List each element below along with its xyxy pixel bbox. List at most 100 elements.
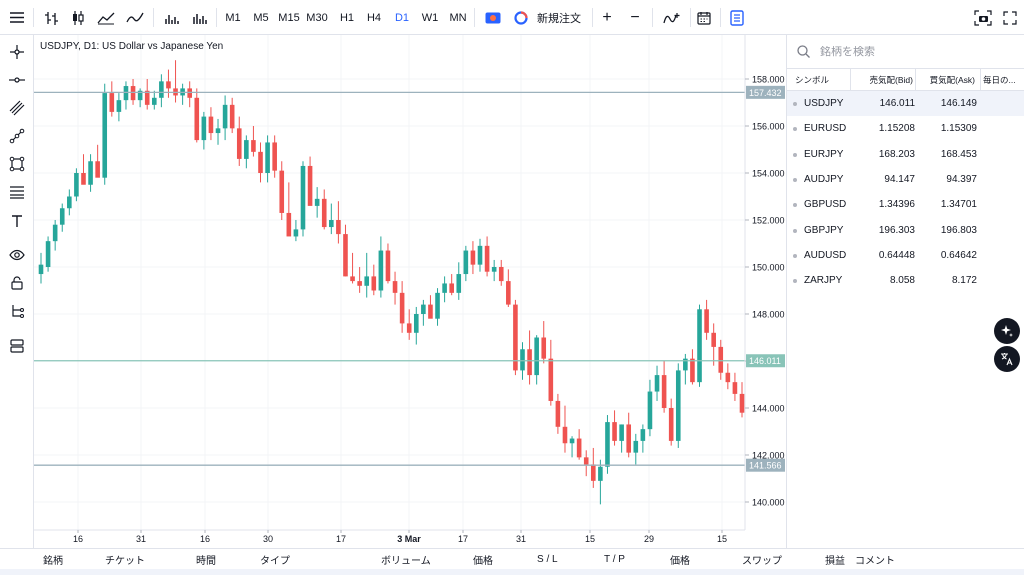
trade-column-header[interactable]: 時間 [196, 555, 216, 567]
trade-column-header[interactable]: 損益 [825, 555, 845, 567]
ai-assistant-button[interactable] [994, 318, 1020, 344]
new-order-icon [514, 10, 528, 25]
search-input[interactable] [820, 45, 1000, 58]
text-tool-icon[interactable] [0, 209, 34, 233]
status-dot-icon [793, 177, 797, 182]
trade-column-header[interactable]: ボリューム [381, 555, 431, 567]
lock-icon[interactable] [0, 271, 34, 295]
line-chart-type-icon[interactable] [123, 0, 147, 35]
timeframe-m30-button[interactable]: M30 [306, 11, 328, 24]
trade-panel: 銘柄 チケット 時間 タイプ ボリューム 価格 S / L T / P 価格 スワップ 損益 コメント [0, 548, 1024, 575]
fullscreen-icon[interactable] [1000, 0, 1020, 35]
date-axis-label: 17 [336, 534, 346, 544]
price-axis-label: 144.000 [752, 404, 785, 414]
watchlist-header: シンボル 売気配(Bid) 買気配(Ask) 毎日の... [787, 69, 1024, 91]
watchlist-row-usdjpy[interactable]: USDJPY 146.011 146.149 [787, 91, 1024, 116]
price-axis-label: 158.000 [752, 75, 785, 85]
status-dot-icon [793, 228, 797, 233]
symbol-name: USDJPY [804, 98, 844, 109]
bid-price: 1.15208 [878, 123, 915, 135]
new-order-button[interactable]: 新規注文 [514, 0, 594, 35]
symbol-name: GBPUSD [804, 199, 847, 211]
watchlist-row-zarjpy[interactable]: ZARJPY 8.058 8.172 [787, 268, 1024, 293]
status-dot-icon [793, 152, 797, 157]
trade-column-header[interactable]: S / L [537, 553, 558, 565]
watchlist-column-header[interactable]: 売気配(Bid) [869, 75, 913, 85]
candlestick-chart-type-icon[interactable] [66, 0, 90, 35]
trade-column-header[interactable]: T / P [604, 553, 625, 565]
date-axis-label: 15 [717, 534, 727, 544]
watchlist-row-eurusd[interactable]: EURUSD 1.15208 1.15309 [787, 116, 1024, 141]
watchlist-row-audusd[interactable]: AUDUSD 0.64448 0.64642 [787, 243, 1024, 268]
symbol-search[interactable] [787, 35, 1024, 69]
new-order-label: 新規注文 [537, 12, 581, 25]
translate-button[interactable] [994, 346, 1020, 372]
volume-icon[interactable] [160, 0, 184, 35]
price-chart[interactable]: 158.000 156.000 154.000 152.000 150.000 148.0… [34, 35, 786, 548]
date-axis-label: 15 [585, 534, 595, 544]
trade-column-header[interactable]: チケット [105, 555, 145, 567]
watchlist-column-header[interactable]: 買気配(Ask) [929, 75, 975, 85]
parallel-channel-icon[interactable] [0, 96, 34, 120]
price-axis-label: 152.000 [752, 216, 785, 226]
symbol-name: GBPJPY [804, 224, 844, 236]
indicator-add-icon[interactable] [660, 0, 684, 35]
screenshot-icon[interactable] [972, 0, 994, 35]
symbol-name: EURJPY [804, 148, 844, 160]
eye-icon[interactable] [0, 243, 34, 267]
zoom-in-button[interactable]: + [602, 8, 612, 26]
trade-column-header[interactable]: タイプ [260, 555, 290, 567]
trade-panel-body [0, 569, 1024, 575]
trend-line-icon[interactable] [0, 124, 34, 148]
status-dot-icon [793, 279, 797, 284]
menu-icon[interactable] [6, 0, 28, 35]
area-chart-type-icon[interactable] [94, 0, 118, 35]
watchlist-row-gbpusd[interactable]: GBPUSD 1.34396 1.34701 [787, 192, 1024, 217]
watchlist-toggle-icon[interactable] [726, 0, 748, 35]
price-line-label: 141.566 [749, 461, 782, 471]
watchlist-column-header[interactable]: シンボル [795, 75, 830, 85]
one-click-trading-icon[interactable] [483, 0, 503, 35]
trade-column-header[interactable]: コメント [855, 555, 895, 567]
bar-chart-type-icon[interactable] [40, 0, 64, 35]
fibonacci-icon[interactable] [0, 180, 34, 204]
status-dot-icon [793, 253, 797, 258]
timeframe-m1-button[interactable]: M1 [225, 11, 241, 24]
date-axis-label: 17 [458, 534, 468, 544]
top-toolbar: 新規注文 + − M1 M5 M15 M30 H1 H4 D1 W1 MN [0, 0, 1024, 35]
objects-tree-icon[interactable] [0, 299, 34, 323]
calendar-icon[interactable] [694, 0, 714, 35]
timeframe-d1-button[interactable]: D1 [394, 11, 410, 24]
ask-price: 146.149 [940, 98, 977, 109]
timeframe-m15-button[interactable]: M15 [278, 11, 300, 24]
rectangle-icon[interactable] [0, 152, 34, 176]
price-axis-label: 142.000 [752, 451, 785, 461]
trade-column-header[interactable]: スワップ [742, 555, 782, 567]
zoom-out-button[interactable]: − [630, 8, 640, 26]
trade-column-header[interactable]: 価格 [473, 555, 493, 567]
ask-price: 8.172 [951, 275, 977, 287]
bid-price: 8.058 [889, 275, 915, 287]
layers-icon[interactable] [0, 334, 34, 358]
watchlist-row-audjpy[interactable]: AUDJPY 94.147 94.397 [787, 167, 1024, 192]
indicators-icon[interactable] [188, 0, 212, 35]
watchlist-column-header[interactable]: 毎日の... [983, 75, 1016, 85]
price-axis-label: 150.000 [752, 263, 785, 273]
bid-price: 0.64448 [878, 249, 915, 261]
status-dot-icon [793, 127, 797, 132]
date-axis-label: 29 [644, 534, 654, 544]
timeframe-m5-button[interactable]: M5 [253, 11, 269, 24]
crosshair-icon[interactable] [0, 40, 34, 64]
trade-column-header[interactable]: 銘柄 [43, 555, 63, 567]
timeframe-h1-button[interactable]: H1 [339, 11, 355, 24]
watchlist-row-eurjpy[interactable]: EURJPY 168.203 168.453 [787, 142, 1024, 167]
ask-price: 1.34701 [940, 199, 977, 211]
trade-column-header[interactable]: 価格 [670, 555, 690, 567]
timeframe-w1-button[interactable]: W1 [421, 11, 439, 24]
watchlist-row-gbpjpy[interactable]: GBPJPY 196.303 196.803 [787, 218, 1024, 243]
horizontal-line-icon[interactable] [0, 68, 34, 92]
price-axis-label: 156.000 [752, 122, 785, 132]
timeframe-mn-button[interactable]: MN [449, 11, 467, 24]
timeframe-h4-button[interactable]: H4 [366, 11, 382, 24]
translate-icon [1001, 353, 1013, 366]
